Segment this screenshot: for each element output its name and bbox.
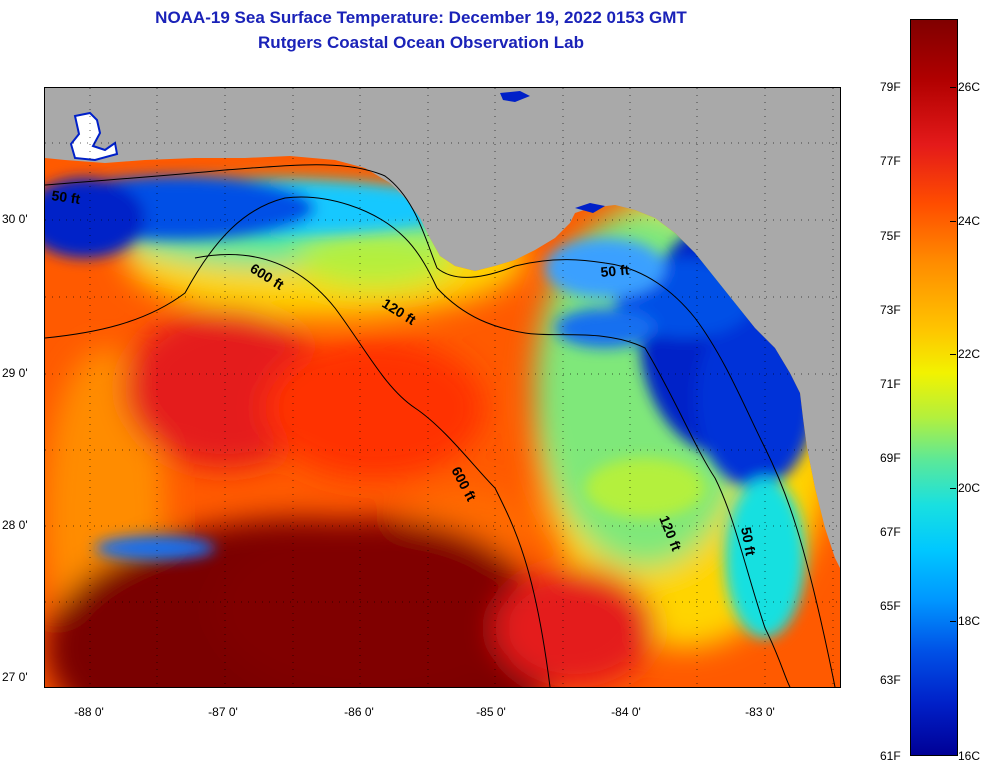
colorbar-f-71: 71F <box>880 377 901 391</box>
colorbar-c-20: 20C <box>958 481 981 495</box>
colorbar-f-73: 73F <box>880 303 901 317</box>
colorbar-c-24: 24C <box>958 214 981 228</box>
lat-label-29: 29 0' <box>2 366 28 380</box>
lon-label-87: -87 0' <box>208 705 238 719</box>
lon-label-88: -88 0' <box>74 705 104 719</box>
colorbar-f-65: 65F <box>880 599 901 613</box>
lon-label-86: -86 0' <box>344 705 374 719</box>
colorbar-c-18: 18C <box>958 614 981 628</box>
colorbar-c-26: 26C <box>958 80 981 94</box>
contour-label-50ft-bigbend: 50 ft <box>600 262 630 280</box>
lon-label-83: -83 0' <box>745 705 775 719</box>
colorbar-f-77: 77F <box>880 154 901 168</box>
lon-label-85: -85 0' <box>476 705 506 719</box>
colorbar-f-63: 63F <box>880 673 901 687</box>
sst-map: 50 ft 600 ft 120 ft 50 ft 600 ft 120 ft … <box>44 87 841 688</box>
colorbar-f-79: 79F <box>880 80 901 94</box>
colorbar-f-61: 61F <box>880 749 901 763</box>
contour-label-50ft-west: 50 ft <box>51 187 82 207</box>
lat-label-27: 27 0' <box>2 670 28 684</box>
sst-map-graphic: 50 ft 600 ft 120 ft 50 ft 600 ft 120 ft … <box>45 88 840 687</box>
lon-label-84: -84 0' <box>611 705 641 719</box>
colorbar-c-16: 16C <box>958 749 981 763</box>
contour-label-50ft-south: 50 ft <box>738 526 759 557</box>
lat-label-30: 30 0' <box>2 212 28 226</box>
colorbar-f-67: 67F <box>880 525 901 539</box>
map-subtitle: Rutgers Coastal Ocean Observation Lab <box>258 33 584 52</box>
map-title: NOAA-19 Sea Surface Temperature: Decembe… <box>155 8 687 27</box>
temperature-colorbar <box>910 19 958 756</box>
colorbar-c-22: 22C <box>958 347 981 361</box>
colorbar-f-69: 69F <box>880 451 901 465</box>
colorbar-f-75: 75F <box>880 229 901 243</box>
lat-label-28: 28 0' <box>2 518 28 532</box>
